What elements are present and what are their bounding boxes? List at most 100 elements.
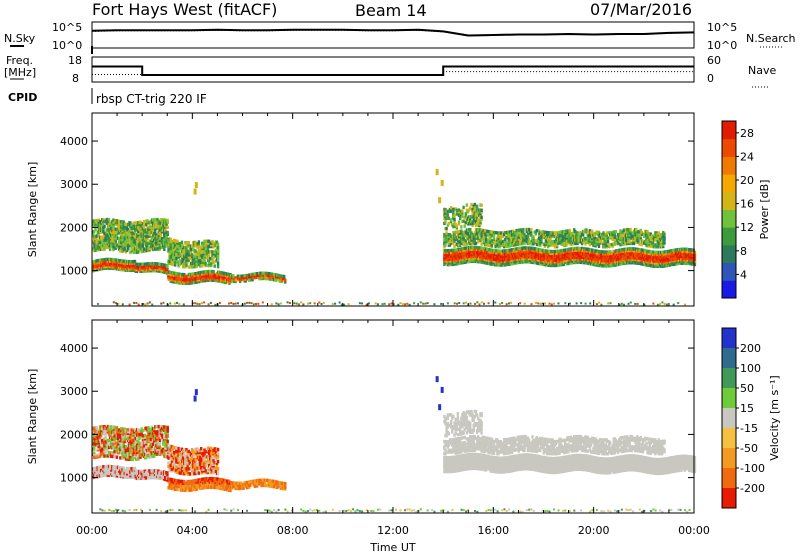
power-scatter-cell [443, 241, 446, 245]
power-scatter-cell [159, 233, 163, 237]
power-scatter-cell [635, 247, 638, 251]
power-scatter-cell [124, 239, 128, 244]
power-scatter-cell [452, 207, 455, 211]
power-scatter-cell [586, 230, 589, 234]
power-scatter-cell [484, 252, 488, 256]
power-scatter-cell [449, 250, 453, 255]
power-scatter-cell [646, 230, 649, 234]
power-scatter-cell [592, 243, 595, 247]
power-scatter-cell [115, 219, 119, 223]
power-ground-cell [297, 303, 300, 306]
power-scatter-cell [563, 238, 567, 242]
power-scatter-cell [473, 206, 476, 210]
power-scatter-cell [134, 221, 138, 225]
power-scatter-cell [105, 238, 108, 242]
power-scatter-cell [127, 240, 130, 244]
power-scatter-cell [567, 261, 570, 266]
power-scatter-cell [168, 252, 171, 257]
power-scatter-cell [550, 243, 553, 247]
power-scatter-cell [667, 253, 671, 257]
power-scatter-cell [632, 236, 636, 240]
power-scatter-cell [460, 225, 463, 229]
power-scatter-cell [449, 218, 453, 222]
power-scatter-cell [445, 252, 448, 256]
power-scatter-cell [629, 227, 632, 232]
power-scatter-cell [101, 237, 104, 241]
power-scatter-cell [522, 228, 525, 232]
power-ground-cell [322, 301, 325, 304]
power-scatter-cell [446, 213, 449, 217]
power-scatter-cell [209, 278, 212, 282]
power-scatter-cell [232, 276, 235, 280]
power-scatter-cell [102, 235, 105, 239]
power-scatter-cell [159, 218, 163, 222]
velocity-scatter-cell [102, 450, 105, 455]
power-scatter-cell [148, 231, 151, 235]
power-scatter-cell [166, 218, 169, 223]
power-scatter-cell [114, 239, 117, 243]
power-scatter-cell [443, 238, 446, 242]
power-scatter-cell [264, 271, 268, 275]
power-scatter-cell [204, 241, 207, 245]
power-scatter-cell [147, 227, 150, 232]
power-scatter-cell [490, 242, 493, 246]
power-scatter-cell [570, 261, 574, 265]
power-ground-cell [295, 302, 298, 305]
power-scatter-cell [460, 241, 463, 245]
power-ground-cell [652, 302, 655, 305]
power-scatter-cell [132, 221, 135, 225]
power-scatter-cell [641, 239, 645, 243]
power-scatter-cell [156, 217, 159, 222]
power-scatter-cell [263, 275, 267, 279]
power-ground-cell [178, 302, 181, 305]
velocity-scatter-cell [107, 450, 111, 455]
power-scatter-cell [621, 233, 624, 238]
power-scatter-cell [644, 249, 647, 253]
power-scatter-cell [517, 237, 521, 241]
power-scatter-cell [490, 233, 493, 238]
power-scatter-cell [571, 242, 575, 246]
power-scatter-cell [261, 276, 264, 281]
power-scatter-cell [597, 244, 601, 248]
power-scatter-cell [213, 264, 216, 268]
power-ground-cell [399, 302, 402, 305]
power-ground-cell [112, 301, 115, 304]
power-ground-cell [234, 302, 237, 305]
power-scatter-cell [649, 232, 653, 236]
power-scatter-cell [174, 244, 177, 248]
power-scatter-cell [225, 277, 229, 281]
power-scatter-cell [480, 242, 483, 246]
power-scatter-cell [489, 244, 492, 248]
power-scatter-cell [487, 243, 490, 247]
noise-panel [10, 21, 782, 54]
power-scatter-cell [517, 230, 521, 234]
power-scatter-cell [472, 209, 475, 214]
power-scatter-cell [562, 230, 566, 234]
power-ground-cell [361, 302, 364, 305]
power-ground-cell [376, 303, 379, 306]
power-ground-cell [600, 303, 603, 306]
power-scatter-cell [164, 228, 167, 233]
velocity-scatter-cell [99, 452, 103, 457]
power-scatter-cell [210, 262, 213, 266]
power-scatter-cell [143, 231, 147, 236]
power-scatter-cell [637, 240, 640, 244]
power-scatter-cell [124, 265, 128, 269]
power-scatter-cell [621, 242, 624, 246]
power-scatter-cell [221, 280, 224, 284]
power-scatter-cell [568, 228, 571, 233]
power-scatter-cell [127, 243, 130, 247]
power-scatter-cell [468, 259, 471, 264]
power-scatter-cell [140, 249, 143, 254]
power-scatter-cell [489, 255, 492, 259]
power-scatter-cell [461, 209, 464, 213]
power-scatter-cell [105, 266, 108, 270]
power-scatter-cell [127, 261, 130, 266]
power-scatter-cell [211, 253, 214, 258]
power-scatter-cell [449, 248, 453, 253]
power-scatter-cell [693, 261, 697, 265]
velocity-scatter-cell [103, 444, 106, 448]
power-scatter-cell [94, 248, 97, 252]
